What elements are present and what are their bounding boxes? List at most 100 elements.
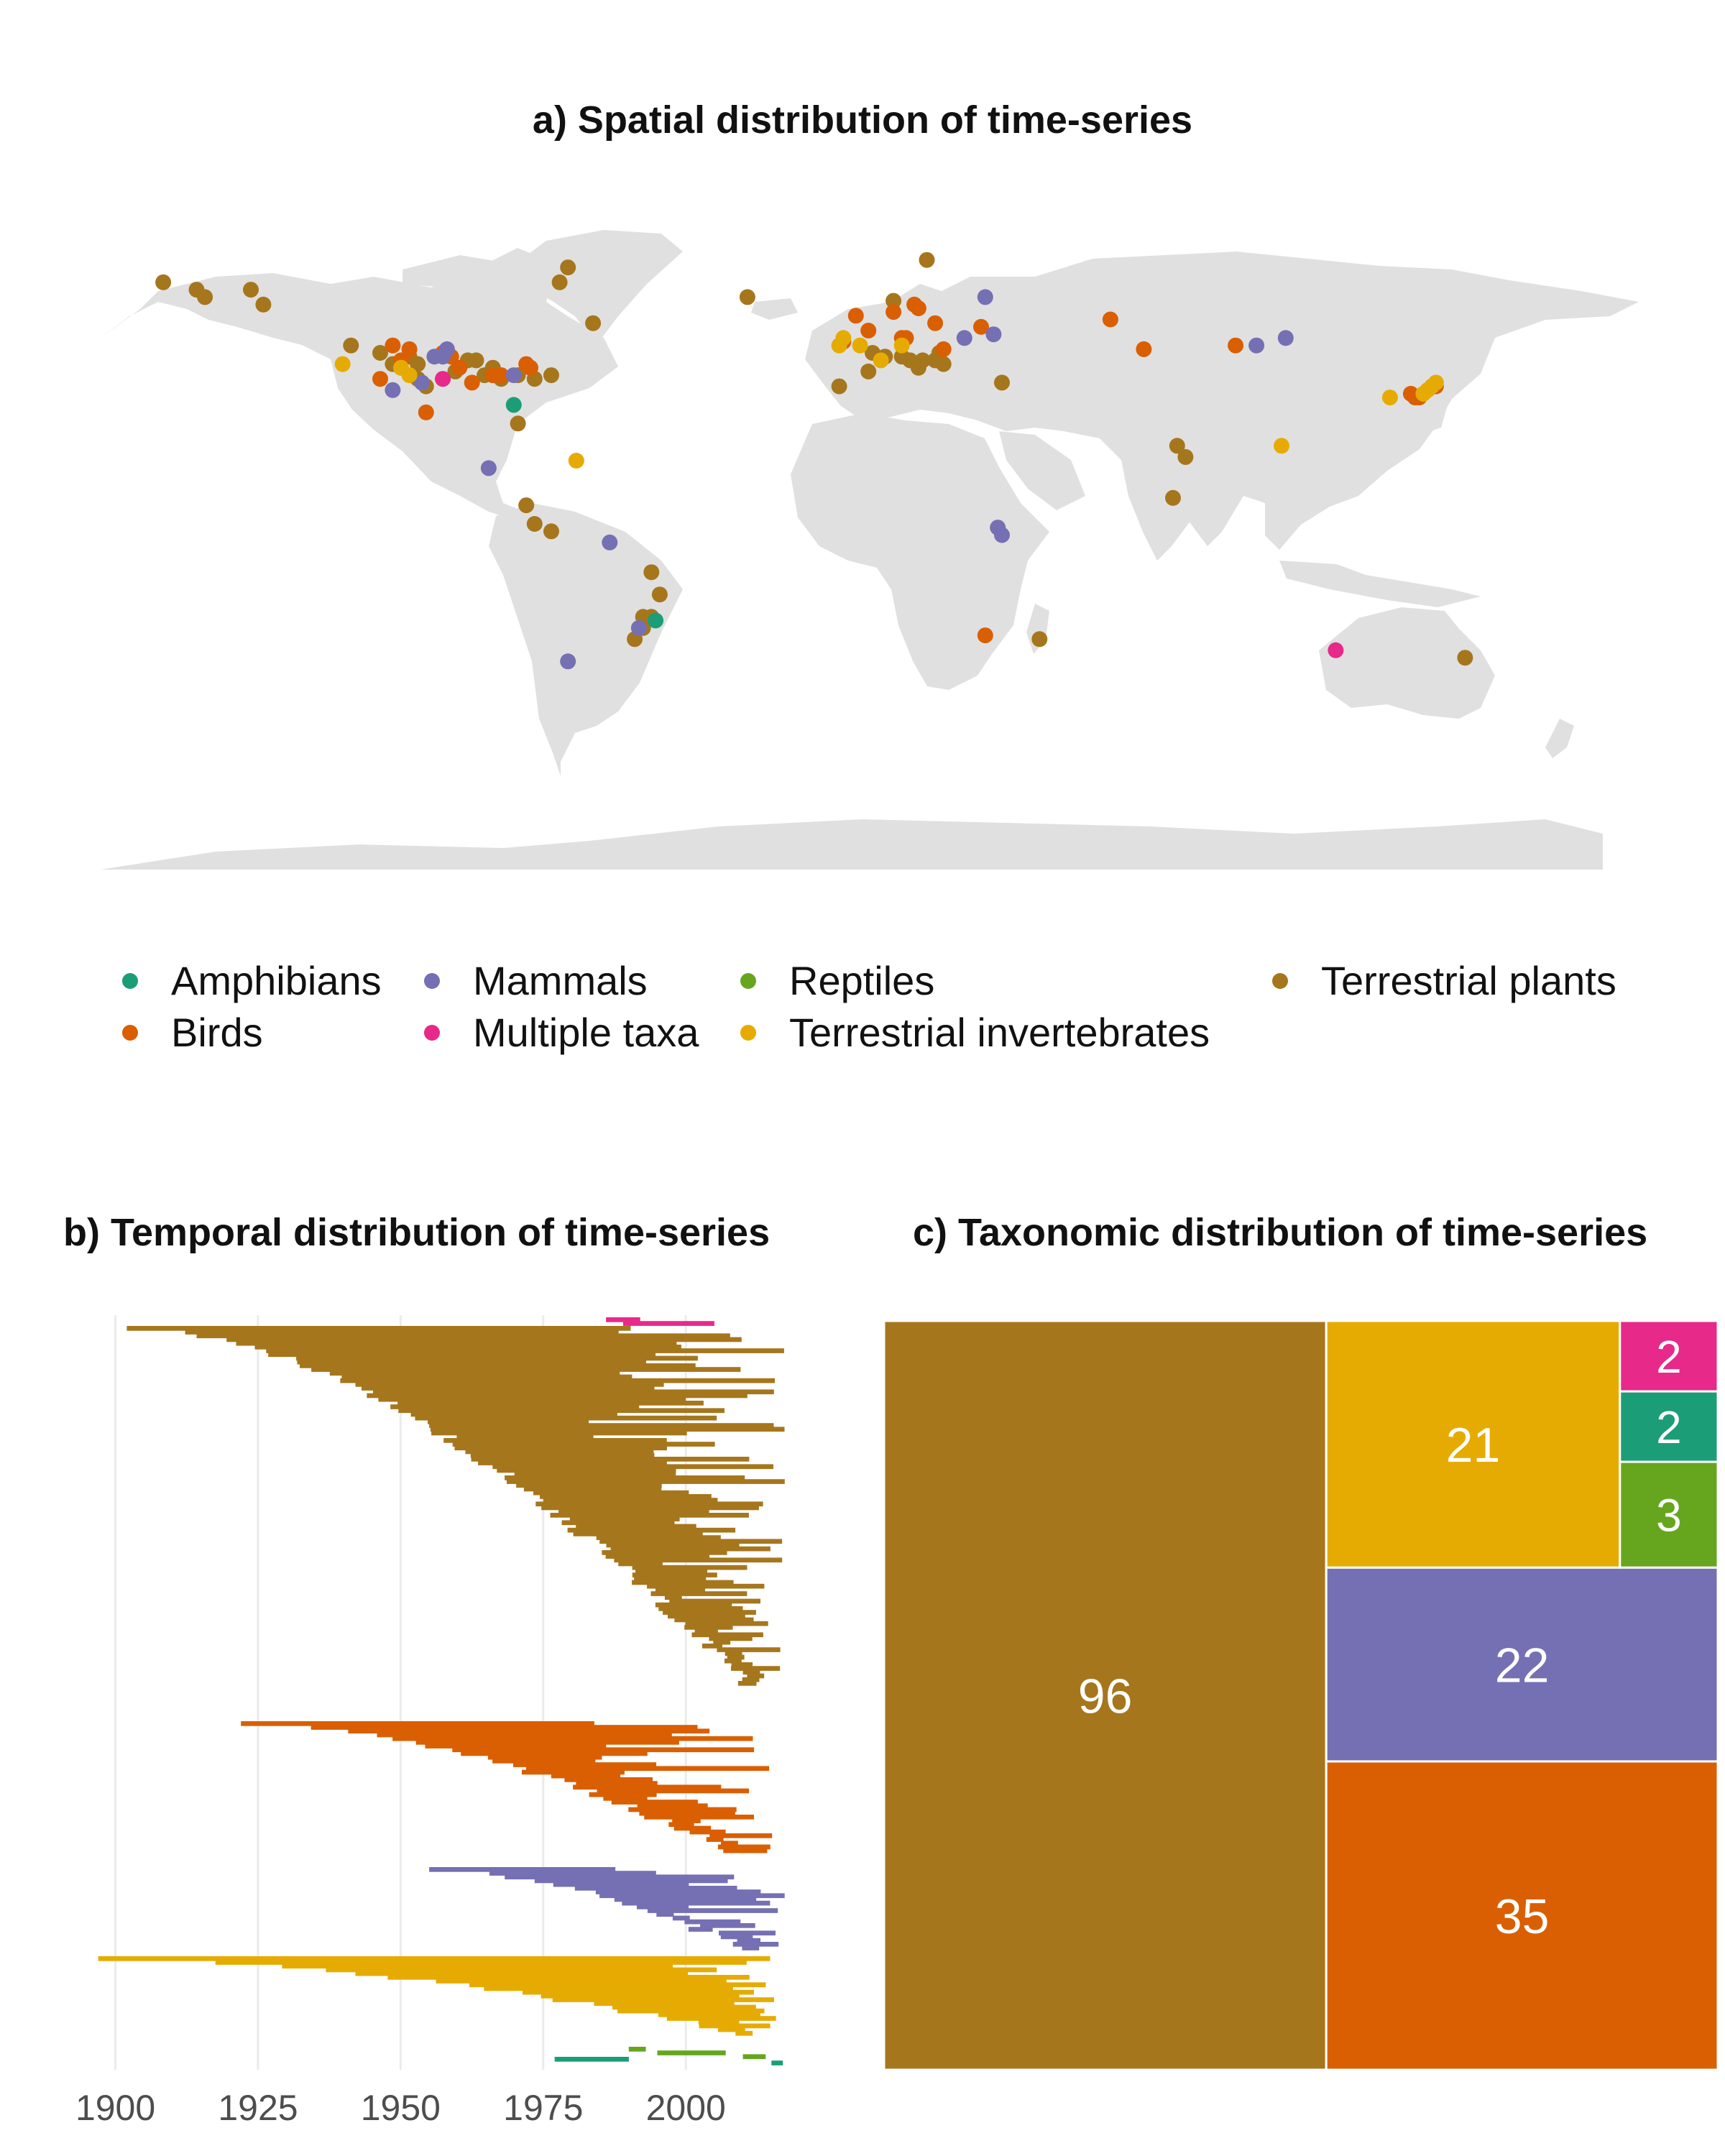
map-point-terrestrial-plants	[585, 315, 602, 331]
time-series-bar-terrestrial-plants	[367, 1393, 748, 1399]
map-point-mammals	[956, 330, 972, 346]
time-series-bar-terrestrial-invertebrates	[387, 1975, 750, 1980]
time-series-bar-terrestrial-plants	[456, 1434, 594, 1439]
time-series-bar-mammals	[553, 1881, 689, 1887]
map-point-amphibians	[648, 612, 664, 629]
time-series-bar-mammals	[595, 1889, 761, 1894]
time-series-bar-mammals	[574, 1886, 737, 1891]
treemap-value-label: 22	[1495, 1639, 1550, 1693]
land-japan	[1405, 381, 1448, 435]
time-series-bar-mammals	[505, 1874, 735, 1880]
land-eurasia	[805, 252, 1639, 550]
time-series-bar-mammals	[742, 1945, 760, 1950]
time-series-bar-terrestrial-plants	[523, 1486, 662, 1492]
time-series-bar-terrestrial-plants	[727, 1654, 745, 1660]
time-series-bar-terrestrial-invertebrates	[735, 2031, 753, 2036]
time-series-bar-terrestrial-plants	[415, 1415, 717, 1421]
time-series-bar-terrestrial-plants	[507, 1479, 785, 1484]
time-series-bar-mammals	[656, 1912, 674, 1917]
map-point-mammals	[435, 349, 451, 365]
map-point-birds	[1136, 341, 1152, 357]
time-series-bar-terrestrial-plants	[731, 1662, 753, 1667]
time-series-bar-terrestrial-plants	[684, 1625, 733, 1630]
map-point-mammals	[994, 527, 1010, 543]
map-point-birds	[451, 359, 468, 376]
time-series-bar-terrestrial-plants	[297, 1359, 646, 1365]
time-series-bar-mammals	[700, 1923, 755, 1928]
time-series-bar-terrestrial-plants	[602, 1550, 727, 1555]
time-series-bar-terrestrial-plants	[606, 1542, 740, 1548]
x-tick-label: 2000	[646, 2088, 726, 2128]
time-series-bar-terrestrial-plants	[658, 1606, 743, 1611]
map-point-terrestrial-invertebrates	[835, 330, 852, 346]
time-series-bar-terrestrial-invertebrates	[540, 1994, 740, 1999]
land-africa	[791, 413, 1049, 690]
map-point-mammals	[505, 367, 522, 384]
land-british-isles	[809, 327, 841, 367]
map-point-terrestrial-invertebrates	[852, 337, 868, 354]
time-series-bar-terrestrial-plants	[694, 1628, 718, 1634]
time-series-bar-terrestrial-plants	[663, 1610, 756, 1615]
time-series-bar-birds	[603, 1796, 648, 1801]
land-iceland	[751, 298, 798, 320]
time-series-bar-birds	[706, 1837, 724, 1842]
time-series-bar-terrestrial-plants	[724, 1651, 742, 1657]
map-point-mammals	[1277, 330, 1294, 346]
land-new-zealand	[1545, 719, 1574, 758]
map-point-terrestrial-invertebrates	[893, 337, 910, 354]
time-series-bar-terrestrial-plants	[516, 1483, 662, 1488]
map-point-terrestrial-plants	[739, 289, 755, 305]
treemap-tile-reptiles	[1619, 1460, 1719, 1569]
land-arabia	[999, 431, 1085, 510]
treemap-value-label: 2	[1656, 1401, 1682, 1453]
map-point-birds	[860, 323, 877, 338]
map-point-mammals	[977, 289, 993, 305]
time-series-bar-terrestrial-plants	[410, 1411, 617, 1417]
time-series-bar-terrestrial-invertebrates	[617, 2008, 765, 2014]
time-series-bar-terrestrial-plants	[378, 1396, 686, 1402]
time-series-bar-terrestrial-plants	[561, 1520, 675, 1526]
legend-swatch	[740, 1025, 756, 1041]
legend-swatch	[122, 973, 138, 989]
legend-swatch	[424, 1025, 440, 1041]
map-point-mammals	[480, 460, 497, 476]
land-australia	[1319, 607, 1495, 719]
time-series-bar-terrestrial-invertebrates	[698, 2019, 740, 2025]
map-point-birds	[935, 341, 952, 357]
time-series-bar-terrestrial-plants	[669, 1598, 760, 1604]
time-series-bar-birds	[709, 1833, 773, 1838]
time-series-bar-terrestrial-plants	[567, 1527, 736, 1533]
time-series-bar-terrestrial-plants	[576, 1524, 696, 1529]
time-series-bar-birds	[551, 1773, 621, 1779]
time-series-bar-amphibians	[554, 2057, 629, 2062]
time-series-bar-birds	[310, 1725, 698, 1730]
legend-label: Terrestrial plants	[1321, 958, 1616, 1003]
land-greenland	[503, 230, 683, 345]
treemap-tile-birds	[1325, 1760, 1719, 2071]
time-series-bar-reptiles	[628, 2047, 646, 2052]
time-series-bar-terrestrial-plants	[543, 1498, 718, 1503]
map-point-birds	[1102, 311, 1118, 328]
x-tick-label: 1900	[75, 2088, 155, 2128]
time-series-bar-terrestrial-plants	[514, 1471, 676, 1477]
time-series-bar-mammals	[720, 1934, 753, 1940]
taxonomic-panel-title: c) Taxonomic distribution of time-series	[913, 1211, 1648, 1254]
time-series-bar-terrestrial-plants	[540, 1494, 712, 1499]
time-series-bar-terrestrial-plants	[492, 1464, 773, 1470]
time-series-bar-terrestrial-invertebrates	[612, 2004, 756, 2010]
treemap-tile-terrestrial-invertebrates	[1325, 1319, 1622, 1569]
legend-swatch	[740, 973, 756, 989]
time-series-bar-birds	[425, 1743, 607, 1749]
legend-label: Birds	[171, 1010, 263, 1055]
time-series-bar-terrestrial-plants	[226, 1337, 742, 1342]
time-series-bar-terrestrial-plants	[709, 1636, 753, 1641]
time-series-bar-birds	[589, 1792, 657, 1797]
time-series-bar-birds	[689, 1829, 726, 1835]
time-series-bar-mammals	[672, 1915, 690, 1921]
time-series-bar-birds	[492, 1759, 596, 1764]
map-point-terrestrial-invertebrates	[873, 352, 889, 369]
time-series-bar-mammals	[737, 1938, 760, 1943]
legend-swatch	[122, 1025, 138, 1041]
map-point-multiple-taxa	[1328, 642, 1344, 658]
time-series-bar-birds	[525, 1766, 770, 1772]
